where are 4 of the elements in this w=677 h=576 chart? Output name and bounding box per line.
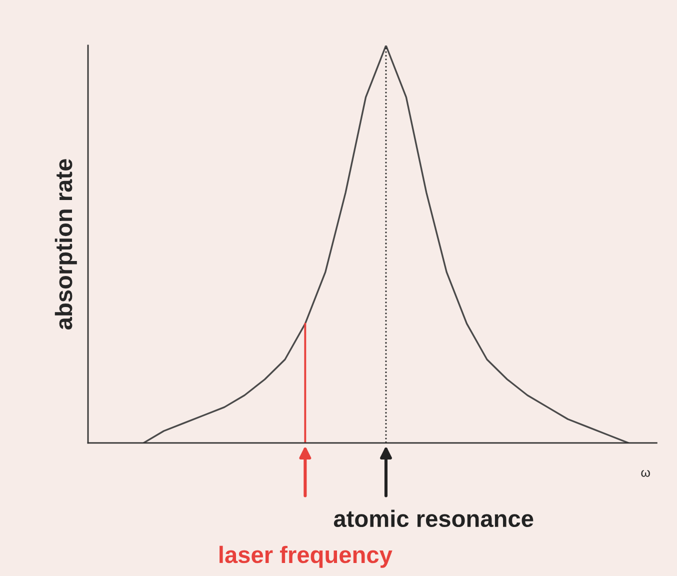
text: laser frequency xyxy=(220,546,392,568)
x-axis-title: ω xyxy=(641,470,650,477)
text: atomic resonance xyxy=(334,510,534,528)
y-axis-title: absorption rate xyxy=(54,159,77,330)
